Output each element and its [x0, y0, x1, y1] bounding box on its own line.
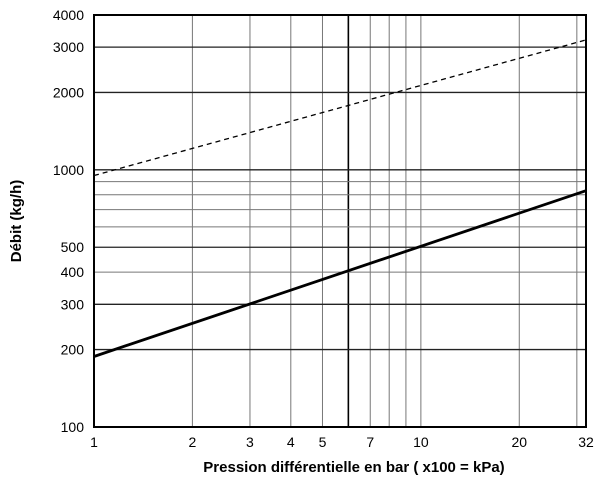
solid-line-series — [93, 189, 587, 358]
y-tick-labels: 100 200 300 400 500 1000 2000 3000 4000 — [53, 7, 84, 435]
plot-frame — [93, 14, 587, 428]
x-tick-label: 1 — [90, 434, 98, 450]
y-tick-label: 100 — [61, 419, 85, 435]
x-tick-label: 4 — [287, 434, 295, 450]
y-axis-title: Débit (kg/h) — [8, 180, 25, 263]
x-tick-label: 2 — [189, 434, 197, 450]
y-tick-label: 200 — [61, 342, 85, 358]
x-axis-title: Pression différentielle en bar ( x100 = … — [203, 459, 504, 476]
x-tick-labels: 1 2 3 4 5 7 10 20 32 — [90, 434, 594, 450]
x-tick-label: 5 — [319, 434, 327, 450]
x-tick-label: 32 — [578, 434, 594, 450]
y-tick-label: 500 — [61, 239, 85, 255]
y-tick-label: 2000 — [53, 84, 84, 100]
y-tick-label: 1000 — [53, 162, 84, 178]
y-tick-label: 3000 — [53, 39, 84, 55]
y-tick-label: 400 — [61, 264, 85, 280]
x-gridlines — [93, 15, 587, 427]
y-gridlines — [94, 14, 586, 428]
dashed-line-series — [93, 39, 587, 177]
x-tick-label: 10 — [413, 434, 429, 450]
x-tick-label: 20 — [511, 434, 527, 450]
x-tick-label: 3 — [246, 434, 254, 450]
y-tick-label: 4000 — [53, 7, 84, 23]
data-series — [93, 39, 587, 358]
x-tick-label: 7 — [366, 434, 374, 450]
y-tick-label: 300 — [61, 296, 85, 312]
